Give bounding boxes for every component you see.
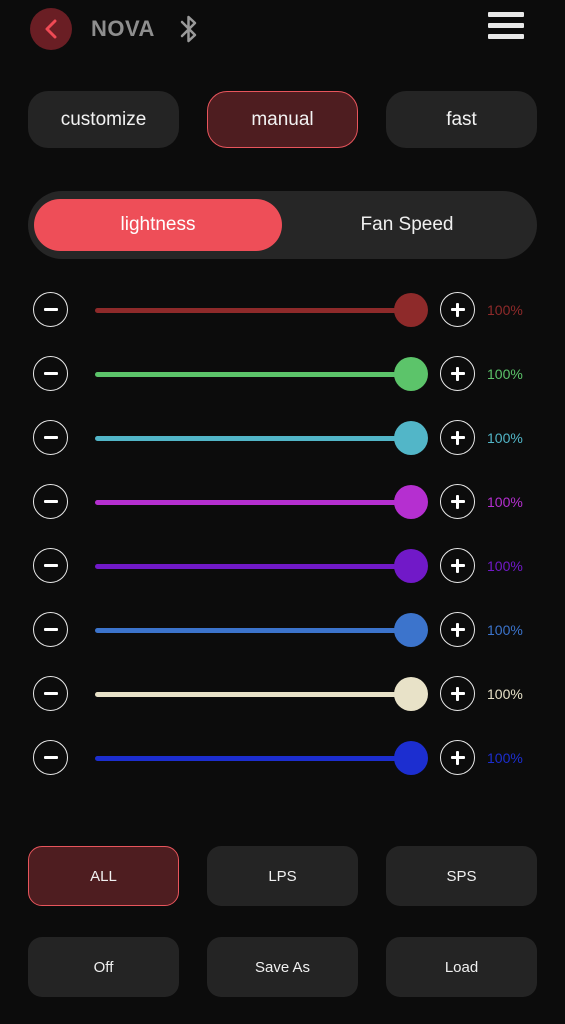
slider-row: 100% bbox=[0, 674, 565, 714]
slider-value: 100% bbox=[487, 301, 523, 319]
slider-track[interactable] bbox=[95, 308, 411, 313]
slider-value: 100% bbox=[487, 557, 523, 575]
minus-icon bbox=[44, 564, 58, 567]
slider-value: 100% bbox=[487, 429, 523, 447]
slider-track[interactable] bbox=[95, 564, 411, 569]
decrease-button[interactable] bbox=[33, 484, 68, 519]
plus-icon bbox=[456, 687, 459, 701]
minus-icon bbox=[44, 692, 58, 695]
app-title: NOVA bbox=[91, 14, 155, 44]
increase-button[interactable] bbox=[440, 292, 475, 327]
increase-button[interactable] bbox=[440, 420, 475, 455]
minus-icon bbox=[44, 308, 58, 311]
plus-icon bbox=[456, 367, 459, 381]
filter-sps-button[interactable]: SPS bbox=[386, 846, 537, 906]
decrease-button[interactable] bbox=[33, 356, 68, 391]
lightness-fanspeed-toggle: lightness Fan Speed bbox=[28, 191, 537, 259]
slider-thumb[interactable] bbox=[394, 741, 428, 775]
mode-manual-button[interactable]: manual bbox=[207, 91, 358, 148]
slider-thumb[interactable] bbox=[394, 293, 428, 327]
tab-lightness[interactable]: lightness bbox=[34, 199, 282, 251]
slider-track[interactable] bbox=[95, 628, 411, 633]
tab-fan-speed[interactable]: Fan Speed bbox=[283, 199, 531, 251]
slider-value: 100% bbox=[487, 749, 523, 767]
slider-track[interactable] bbox=[95, 500, 411, 505]
plus-icon bbox=[456, 751, 459, 765]
slider-row: 100% bbox=[0, 738, 565, 778]
slider-value: 100% bbox=[487, 685, 523, 703]
slider-row: 100% bbox=[0, 546, 565, 586]
slider-row: 100% bbox=[0, 290, 565, 330]
slider-row: 100% bbox=[0, 418, 565, 458]
minus-icon bbox=[44, 628, 58, 631]
slider-track[interactable] bbox=[95, 436, 411, 441]
slider-thumb[interactable] bbox=[394, 421, 428, 455]
slider-track[interactable] bbox=[95, 372, 411, 377]
increase-button[interactable] bbox=[440, 356, 475, 391]
slider-thumb[interactable] bbox=[394, 613, 428, 647]
slider-track[interactable] bbox=[95, 692, 411, 697]
decrease-button[interactable] bbox=[33, 740, 68, 775]
plus-icon bbox=[456, 559, 459, 573]
chevron-left-icon bbox=[44, 19, 58, 39]
load-button[interactable]: Load bbox=[386, 937, 537, 997]
slider-row: 100% bbox=[0, 482, 565, 522]
decrease-button[interactable] bbox=[33, 292, 68, 327]
save-as-button[interactable]: Save As bbox=[207, 937, 358, 997]
mode-customize-button[interactable]: customize bbox=[28, 91, 179, 148]
bluetooth-icon bbox=[178, 14, 200, 44]
slider-row: 100% bbox=[0, 354, 565, 394]
slider-track[interactable] bbox=[95, 756, 411, 761]
slider-thumb[interactable] bbox=[394, 677, 428, 711]
increase-button[interactable] bbox=[440, 676, 475, 711]
slider-value: 100% bbox=[487, 493, 523, 511]
decrease-button[interactable] bbox=[33, 676, 68, 711]
plus-icon bbox=[456, 623, 459, 637]
slider-value: 100% bbox=[487, 621, 523, 639]
increase-button[interactable] bbox=[440, 484, 475, 519]
decrease-button[interactable] bbox=[33, 420, 68, 455]
back-button[interactable] bbox=[30, 8, 72, 50]
minus-icon bbox=[44, 436, 58, 439]
plus-icon bbox=[456, 303, 459, 317]
decrease-button[interactable] bbox=[33, 548, 68, 583]
slider-value: 100% bbox=[487, 365, 523, 383]
slider-thumb[interactable] bbox=[394, 485, 428, 519]
filter-lps-button[interactable]: LPS bbox=[207, 846, 358, 906]
minus-icon bbox=[44, 756, 58, 759]
off-button[interactable]: Off bbox=[28, 937, 179, 997]
slider-row: 100% bbox=[0, 610, 565, 650]
plus-icon bbox=[456, 431, 459, 445]
mode-fast-button[interactable]: fast bbox=[386, 91, 537, 148]
decrease-button[interactable] bbox=[33, 612, 68, 647]
slider-thumb[interactable] bbox=[394, 549, 428, 583]
hamburger-menu-icon[interactable] bbox=[488, 12, 524, 46]
increase-button[interactable] bbox=[440, 612, 475, 647]
minus-icon bbox=[44, 372, 58, 375]
filter-all-button[interactable]: ALL bbox=[28, 846, 179, 906]
minus-icon bbox=[44, 500, 58, 503]
increase-button[interactable] bbox=[440, 548, 475, 583]
increase-button[interactable] bbox=[440, 740, 475, 775]
plus-icon bbox=[456, 495, 459, 509]
slider-thumb[interactable] bbox=[394, 357, 428, 391]
